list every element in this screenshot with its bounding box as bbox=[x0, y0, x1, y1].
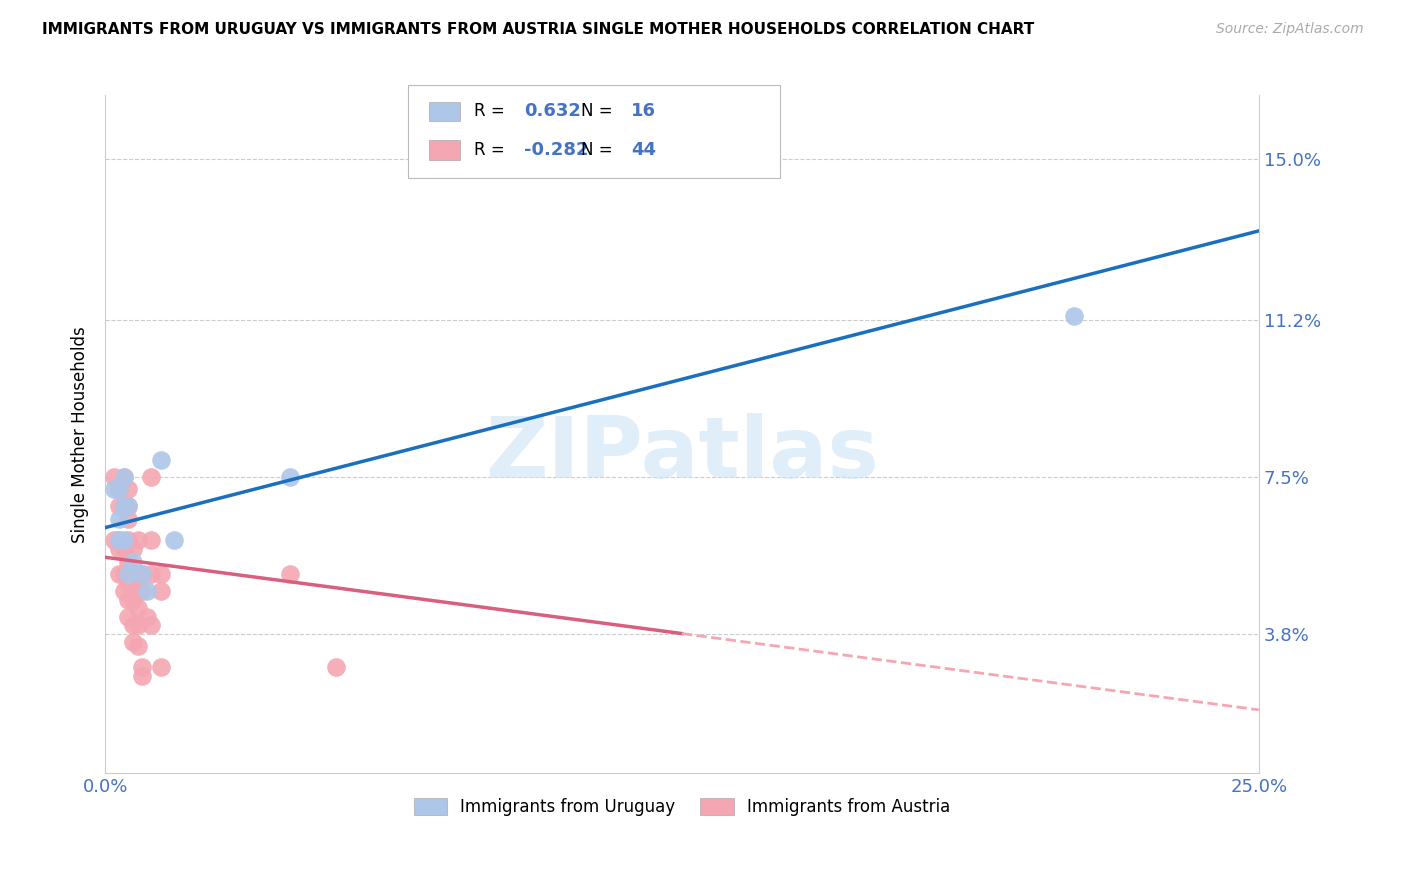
Point bbox=[141, 469, 163, 483]
Point bbox=[127, 533, 149, 548]
Point bbox=[149, 660, 172, 674]
Text: 44: 44 bbox=[631, 141, 657, 159]
Point bbox=[117, 567, 139, 582]
Point bbox=[117, 575, 139, 590]
Point bbox=[117, 592, 139, 607]
Point bbox=[108, 483, 131, 497]
Point bbox=[117, 483, 139, 497]
Point bbox=[108, 533, 131, 548]
Point bbox=[127, 640, 149, 654]
Point bbox=[1063, 309, 1085, 323]
Point bbox=[112, 500, 135, 514]
Text: R =: R = bbox=[474, 103, 510, 120]
Point bbox=[141, 618, 163, 632]
Point bbox=[122, 618, 145, 632]
Point bbox=[117, 500, 139, 514]
Point bbox=[141, 533, 163, 548]
Point bbox=[122, 567, 145, 582]
Point bbox=[127, 584, 149, 599]
Text: 0.632: 0.632 bbox=[524, 103, 581, 120]
Point bbox=[131, 660, 153, 674]
Point bbox=[163, 533, 186, 548]
Point bbox=[108, 483, 131, 497]
Point bbox=[108, 512, 131, 526]
Text: ZIPatlas: ZIPatlas bbox=[485, 413, 879, 496]
Point bbox=[108, 567, 131, 582]
Point bbox=[135, 609, 157, 624]
Point bbox=[117, 609, 139, 624]
Point bbox=[108, 500, 131, 514]
Point bbox=[127, 618, 149, 632]
Point bbox=[112, 541, 135, 556]
Point bbox=[122, 554, 145, 568]
Text: -0.282: -0.282 bbox=[524, 141, 589, 159]
Point bbox=[131, 567, 153, 582]
Point bbox=[117, 500, 139, 514]
Text: IMMIGRANTS FROM URUGUAY VS IMMIGRANTS FROM AUSTRIA SINGLE MOTHER HOUSEHOLDS CORR: IMMIGRANTS FROM URUGUAY VS IMMIGRANTS FR… bbox=[42, 22, 1035, 37]
Point bbox=[112, 567, 135, 582]
Point bbox=[278, 469, 301, 483]
Text: Source: ZipAtlas.com: Source: ZipAtlas.com bbox=[1216, 22, 1364, 37]
Point bbox=[103, 533, 125, 548]
Point bbox=[117, 554, 139, 568]
Point bbox=[122, 541, 145, 556]
Text: 16: 16 bbox=[631, 103, 657, 120]
Point bbox=[325, 660, 347, 674]
Point bbox=[112, 533, 135, 548]
Point bbox=[131, 584, 153, 599]
Point bbox=[103, 483, 125, 497]
Point bbox=[108, 541, 131, 556]
Point bbox=[112, 469, 135, 483]
Point bbox=[103, 469, 125, 483]
Point bbox=[135, 584, 157, 599]
Point bbox=[127, 601, 149, 615]
Point bbox=[112, 500, 135, 514]
Point bbox=[112, 584, 135, 599]
Legend: Immigrants from Uruguay, Immigrants from Austria: Immigrants from Uruguay, Immigrants from… bbox=[406, 791, 957, 822]
Point bbox=[149, 567, 172, 582]
Text: N =: N = bbox=[581, 141, 617, 159]
Point bbox=[131, 669, 153, 683]
Text: R =: R = bbox=[474, 141, 510, 159]
Point bbox=[108, 533, 131, 548]
Point bbox=[122, 635, 145, 649]
Point bbox=[117, 533, 139, 548]
Point bbox=[122, 592, 145, 607]
Point bbox=[141, 567, 163, 582]
Point bbox=[278, 567, 301, 582]
Point bbox=[112, 469, 135, 483]
Y-axis label: Single Mother Households: Single Mother Households bbox=[72, 326, 89, 542]
Point bbox=[149, 584, 172, 599]
Text: N =: N = bbox=[581, 103, 617, 120]
Point bbox=[117, 512, 139, 526]
Point bbox=[149, 452, 172, 467]
Point bbox=[131, 567, 153, 582]
